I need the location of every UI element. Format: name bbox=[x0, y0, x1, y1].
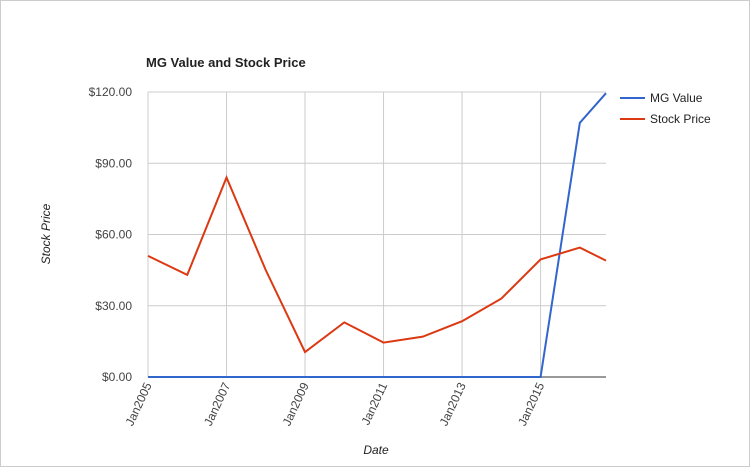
series-line bbox=[147, 174, 607, 354]
y-axis-title: Stock Price bbox=[39, 203, 53, 264]
y-tick-label: $0.00 bbox=[102, 370, 132, 384]
legend-label: MG Value bbox=[650, 91, 703, 105]
y-tick-label: $120.00 bbox=[89, 85, 133, 99]
series-line bbox=[148, 92, 607, 378]
legend-label: Stock Price bbox=[650, 112, 711, 126]
x-axis-title: Date bbox=[363, 443, 389, 457]
y-tick-label: $60.00 bbox=[95, 228, 132, 242]
chart-title: MG Value and Stock Price bbox=[146, 55, 306, 70]
y-tick-label: $90.00 bbox=[95, 156, 132, 170]
y-tick-label: $30.00 bbox=[95, 299, 132, 313]
